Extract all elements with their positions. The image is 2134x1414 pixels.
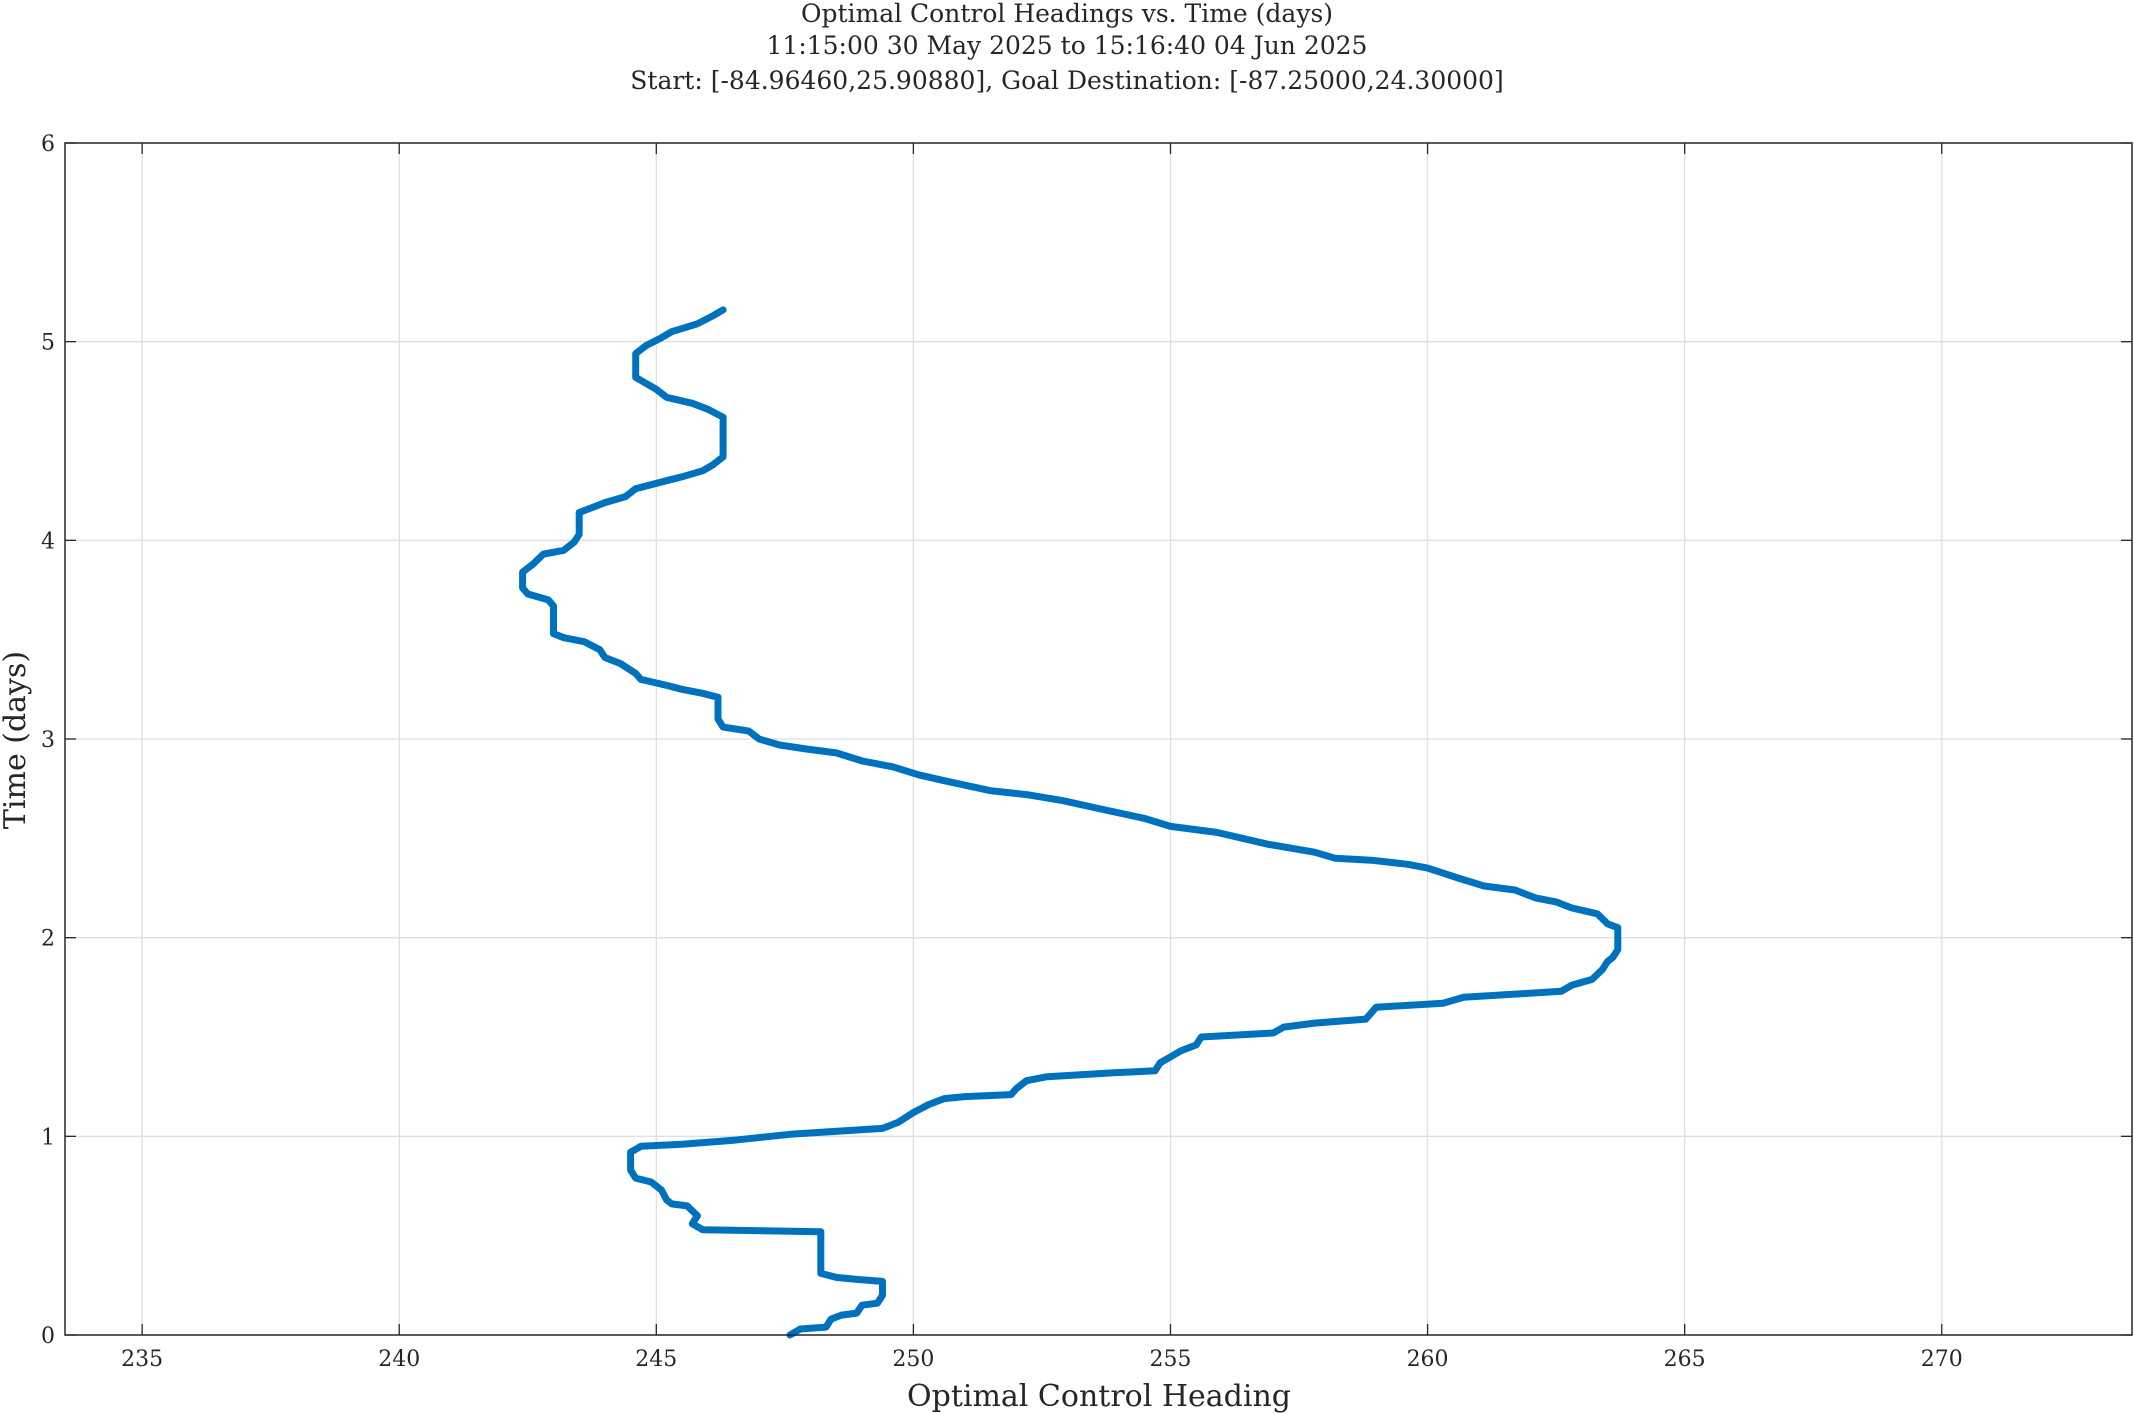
x-tick-label: 240 [378,1347,420,1372]
heading-series-line [519,306,1622,1339]
x-tick-label: 270 [1921,1347,1963,1372]
x-tick-label: 265 [1664,1347,1706,1372]
y-axis-tick-labels: 0 1 2 3 4 5 6 [41,132,55,1349]
y-tick-label: 1 [41,1125,55,1150]
y-tick-label: 5 [41,331,55,356]
title-line-2: 11:15:00 30 May 2025 to 15:16:40 04 Jun … [767,31,1368,60]
x-tick-label: 250 [892,1347,934,1372]
x-tick-label: 260 [1407,1347,1449,1372]
x-axis-label: Optimal Control Heading [907,1379,1291,1414]
chart-title: Optimal Control Headings vs. Time (days)… [630,0,1503,95]
x-tick-label: 255 [1149,1347,1191,1372]
axis-ticks [65,142,2132,1336]
y-tick-label: 2 [41,927,55,952]
x-tick-label: 245 [635,1347,677,1372]
y-tick-label: 3 [41,728,55,753]
y-tick-label: 6 [41,132,55,157]
title-line-3: Start: [-84.96460,25.90880], Goal Destin… [630,66,1503,95]
y-tick-label: 4 [41,529,55,554]
title-line-1: Optimal Control Headings vs. Time (days) [801,0,1333,28]
y-tick-label: 0 [41,1324,55,1349]
y-axis-label: Time (days) [0,651,33,829]
plot-area [519,306,1622,1339]
x-axis-tick-labels: 235 240 245 250 255 260 265 270 [121,1347,1963,1372]
x-tick-label: 235 [121,1347,163,1372]
